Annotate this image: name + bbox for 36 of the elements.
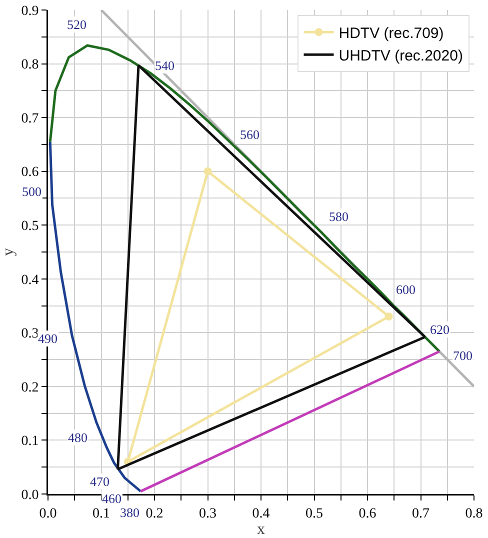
legend-label: UHDTV (rec.2020) (338, 47, 463, 64)
y-tick-label: 0.7 (21, 111, 39, 126)
y-tick-label: 0.9 (21, 4, 39, 19)
x-tick-label: 0.7 (412, 506, 430, 522)
y-tick-label: 0.0 (21, 488, 39, 503)
annotation: 560 (240, 127, 260, 142)
annotation: 620 (430, 322, 450, 337)
y-tick-label: 0.5 (21, 219, 39, 234)
x-tick-label: 0.4 (252, 506, 270, 522)
y-tick-label: 0.8 (21, 58, 39, 73)
x-tick-label: 0.8 (465, 506, 483, 522)
x-tick-label: 0.6 (358, 506, 376, 522)
annotation: 600 (396, 282, 416, 297)
annotation: 490 (38, 331, 58, 346)
y-tick-label: 0.6 (21, 165, 39, 180)
annotation: 380 (120, 505, 140, 520)
annotation: 520 (67, 17, 86, 32)
x-tick-label: 0.3 (199, 506, 216, 522)
annotation: 460 (102, 491, 122, 506)
x-tick-label: 0.2 (146, 506, 164, 522)
annotation: 470 (90, 474, 110, 489)
y-tick-label: 0.3 (21, 326, 39, 342)
y-tick-label: 0.2 (21, 380, 39, 396)
annotation: 700 (453, 348, 472, 363)
annotation: 480 (68, 430, 88, 445)
y-tick-label: 0.1 (21, 434, 39, 450)
y-tick-label: 0.4 (21, 272, 39, 288)
x-tick-label: 0.1 (92, 506, 110, 522)
annotation: 500 (22, 184, 42, 199)
x-tick-label: 0.0 (39, 506, 57, 522)
y-axis-title: y (0, 248, 17, 256)
x-axis-title: x (257, 521, 265, 538)
legend-label: HDTV (rec.709) (338, 24, 444, 42)
annotation: 580 (329, 209, 348, 224)
x-tick-label: 0.5 (306, 506, 323, 522)
annotation: 540 (155, 58, 174, 73)
